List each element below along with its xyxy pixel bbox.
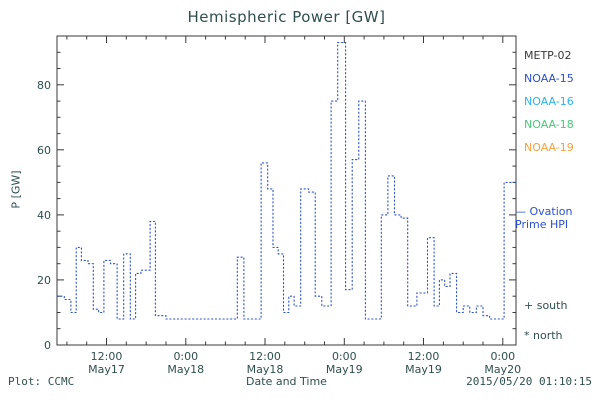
x-axis-label: Date and Time xyxy=(246,375,327,388)
svg-text:May18: May18 xyxy=(167,363,204,376)
south-marker-label: + south xyxy=(524,299,568,312)
svg-text:0:00: 0:00 xyxy=(332,350,357,363)
svg-text:0:00: 0:00 xyxy=(173,350,198,363)
legend-item-noaa-15: NOAA-15 xyxy=(524,72,574,85)
legend-item-noaa-16: NOAA-16 xyxy=(524,95,574,108)
ovation-line-label: — Ovation Prime HPI xyxy=(515,205,572,231)
chart-title: Hemispheric Power [GW] xyxy=(187,8,386,26)
north-marker-label: * north xyxy=(524,329,563,342)
plot-credit: Plot: CCMC xyxy=(8,375,75,388)
svg-text:May18: May18 xyxy=(247,363,284,376)
svg-text:12:00: 12:00 xyxy=(91,350,123,363)
svg-text:0:00: 0:00 xyxy=(490,350,515,363)
legend-item-metp-02: METP-02 xyxy=(524,49,572,62)
y-axis-label: P [GW] xyxy=(9,170,23,209)
svg-text:12:00: 12:00 xyxy=(249,350,281,363)
legend-item-noaa-18: NOAA-18 xyxy=(524,118,574,131)
svg-text:0: 0 xyxy=(44,339,51,352)
legend-item-noaa-19: NOAA-19 xyxy=(524,141,574,154)
svg-text:60: 60 xyxy=(37,144,51,157)
svg-text:20: 20 xyxy=(37,274,51,287)
satellite-legend: METP-02 NOAA-15 NOAA-16 NOAA-18 NOAA-19 xyxy=(524,44,574,159)
svg-text:May20: May20 xyxy=(484,363,521,376)
svg-text:May17: May17 xyxy=(88,363,125,376)
svg-text:May19: May19 xyxy=(405,363,442,376)
svg-text:80: 80 xyxy=(37,79,51,92)
generation-timestamp: 2015/05/20 01:10:15 xyxy=(466,375,592,388)
ovation-label-line2: Prime HPI xyxy=(515,218,569,231)
svg-text:40: 40 xyxy=(37,209,51,222)
svg-text:May19: May19 xyxy=(326,363,363,376)
ovation-label-line1: — Ovation xyxy=(515,205,573,218)
svg-text:12:00: 12:00 xyxy=(408,350,440,363)
